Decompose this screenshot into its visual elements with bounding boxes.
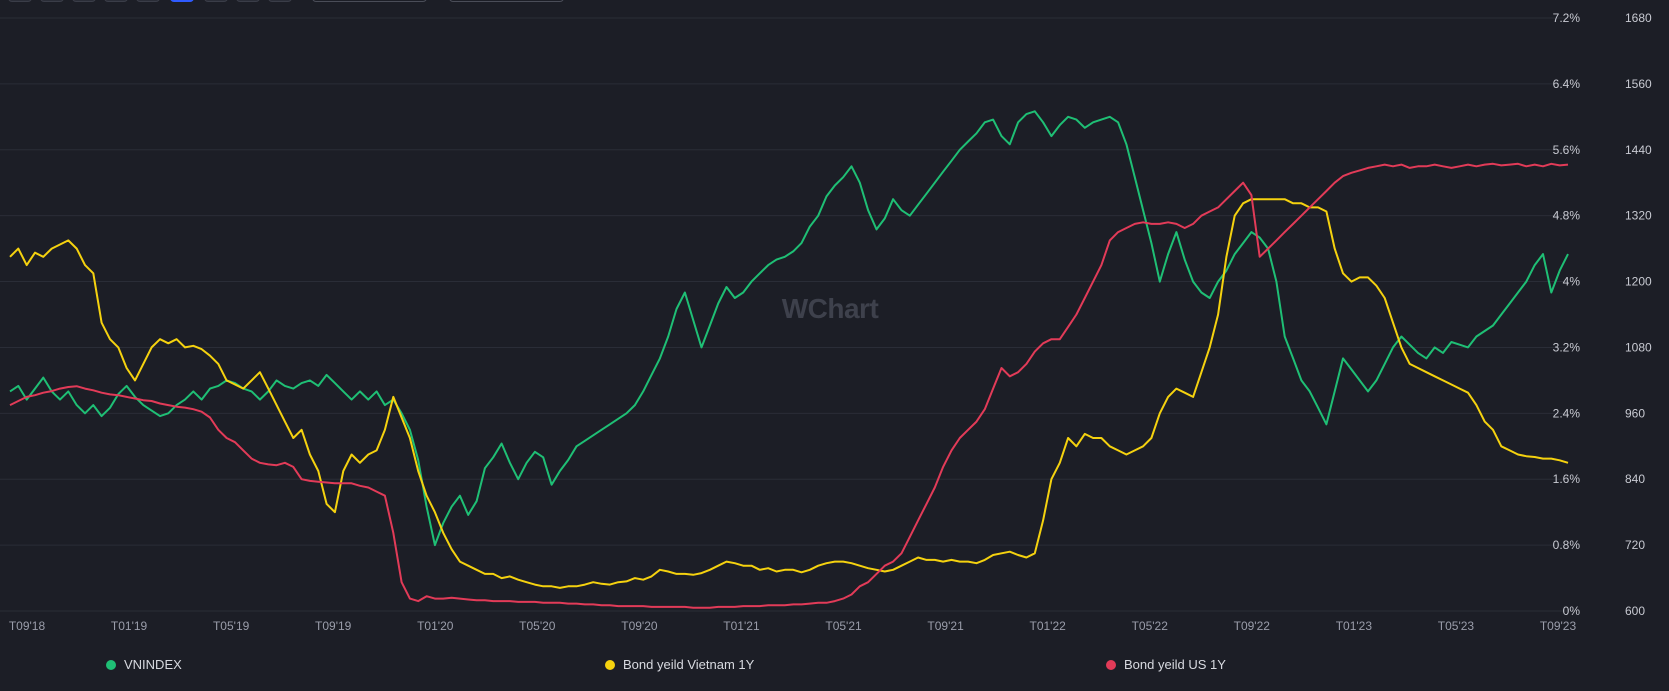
x-tick-label: T01'21	[723, 619, 760, 633]
chart-legend: VNINDEX Bond yeild Vietnam 1Y Bond yeild…	[0, 655, 1669, 677]
legend-label: VNINDEX	[124, 657, 182, 672]
y-axis-right: 1680 1560 1440 1320 1200 1080 960 840 720 600	[1625, 11, 1652, 618]
y-right-tick-label: 720	[1625, 538, 1645, 552]
legend-dot-icon	[605, 659, 615, 670]
y-right-tick-label: 1320	[1625, 209, 1652, 223]
y-right-tick-label: 1200	[1625, 275, 1652, 289]
x-tick-label: T05'19	[213, 619, 250, 633]
x-tick-label: T01'20	[417, 619, 454, 633]
y-right-tick-label: 1440	[1625, 143, 1652, 157]
y-right-tick-label: 600	[1625, 604, 1645, 618]
legend-label: Bond yeild US 1Y	[1124, 657, 1226, 672]
y-left-tick-label: 4.8%	[1553, 209, 1581, 223]
y-left-tick-label: 5.6%	[1553, 143, 1581, 157]
legend-dot-icon	[1106, 659, 1116, 670]
legend-dot-icon	[106, 659, 116, 670]
y-left-tick-label: 1.6%	[1553, 472, 1581, 486]
chart-series	[9, 110, 1569, 609]
watermark-logo: WChart	[781, 293, 879, 324]
y-left-tick-label: 2.4%	[1553, 406, 1581, 420]
x-tick-label: T01'23	[1336, 619, 1373, 633]
chart-grid	[0, 17, 1568, 612]
x-tick-label: T09'19	[315, 619, 352, 633]
legend-item-vnindex[interactable]: VNINDEX	[106, 657, 182, 672]
y-right-tick-label: 1560	[1625, 77, 1652, 91]
y-right-tick-label: 960	[1625, 406, 1645, 420]
x-tick-label: T01'22	[1030, 619, 1067, 633]
series-line-0	[9, 110, 1569, 547]
legend-label: Bond yeild Vietnam 1Y	[623, 657, 755, 672]
x-tick-label: T05'20	[519, 619, 556, 633]
series-line-1	[9, 198, 1569, 589]
legend-item-bond-vn[interactable]: Bond yeild Vietnam 1Y	[605, 657, 754, 672]
y-left-tick-label: 0%	[1563, 604, 1581, 618]
x-tick-label: T09'23	[1540, 619, 1577, 633]
x-tick-label: T09'22	[1234, 619, 1271, 633]
y-axis-left: 7.2% 6.4% 5.6% 4.8% 4% 3.2% 2.4% 1.6% 0.8% 0%	[1553, 11, 1581, 618]
y-left-tick-label: 7.2%	[1553, 11, 1581, 25]
y-right-tick-label: 1680	[1625, 11, 1652, 25]
y-right-tick-label: 1080	[1625, 340, 1652, 354]
y-left-tick-label: 3.2%	[1553, 340, 1581, 354]
x-axis: T09'18 T01'19 T05'19 T09'19 T01'20 T05'20 T09'…	[9, 619, 1577, 633]
series-line-2	[9, 162, 1569, 609]
toolbar	[0, 0, 600, 4]
x-tick-label: T09'20	[621, 619, 658, 633]
x-tick-label: T09'21	[927, 619, 964, 633]
legend-item-bond-us[interactable]: Bond yeild US 1Y	[1106, 657, 1226, 672]
x-tick-label: T09'18	[9, 619, 46, 633]
x-tick-label: T05'22	[1132, 619, 1169, 633]
y-right-tick-label: 840	[1625, 472, 1645, 486]
y-left-tick-label: 0.8%	[1553, 538, 1581, 552]
x-tick-label: T05'23	[1438, 619, 1475, 633]
x-tick-label: T01'19	[111, 619, 148, 633]
y-left-tick-label: 6.4%	[1553, 77, 1581, 91]
x-tick-label: T05'21	[825, 619, 862, 633]
y-left-tick-label: 4%	[1563, 275, 1581, 289]
